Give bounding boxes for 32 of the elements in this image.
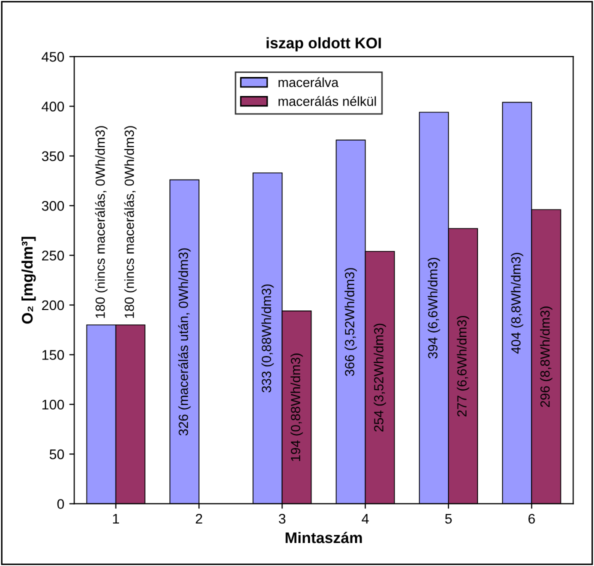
legend-label: macerálva [278,77,339,88]
data-label: 254 (3,52Wh/dm3) [374,324,386,432]
x-tick-label: 6 [528,514,535,524]
data-label: 366 (3,52Wh/dm3) [344,268,357,376]
data-label: 277 (6,6Wh/dm3) [456,316,470,416]
y-tick-label: 200 [42,300,64,310]
y-tick-label: 50 [50,449,64,460]
legend-label: macerálás nélkül [278,96,376,106]
data-label: 296 (8,8Wh/dm3) [540,306,552,407]
data-label: 404 (8,8Wh/dm3) [510,252,524,354]
data-label: 180 (nincs macerálás, 0Wh/dm3) [95,126,108,318]
y-tick-label: 300 [42,200,64,211]
y-tick-label: 450 [42,52,64,62]
y-tick-label: 400 [42,102,64,112]
y-tick-label: 350 [42,151,64,162]
x-tick-label: 4 [362,514,369,524]
y-tick-label: 150 [42,350,64,360]
y-tick-label: 100 [42,400,64,410]
data-label: 194 (0,88Wh/dm3) [290,354,303,461]
data-label: 326 (macerálás után, 0Wh/dm3) [178,248,191,436]
data-label: 333 (0,88Wh/dm3) [261,284,274,392]
x-tick-label: 1 [113,514,120,524]
y-tick-label: 250 [42,250,64,260]
x-tick-label: 3 [278,514,286,524]
y-tick-label: 0 [57,499,64,509]
x-axis-title: Mintaszám [286,532,362,544]
x-tick-label: 5 [445,514,452,524]
x-tick-label: 2 [196,514,202,524]
data-label: 394 (6,6Wh/dm3) [428,258,440,358]
chart-title: iszap oldott KOI [266,37,381,52]
data-label: 180 (nincs macerálás, 0Wh/dm3) [124,126,137,318]
y-axis-title: O₂ [mg/dm³] [21,236,36,324]
